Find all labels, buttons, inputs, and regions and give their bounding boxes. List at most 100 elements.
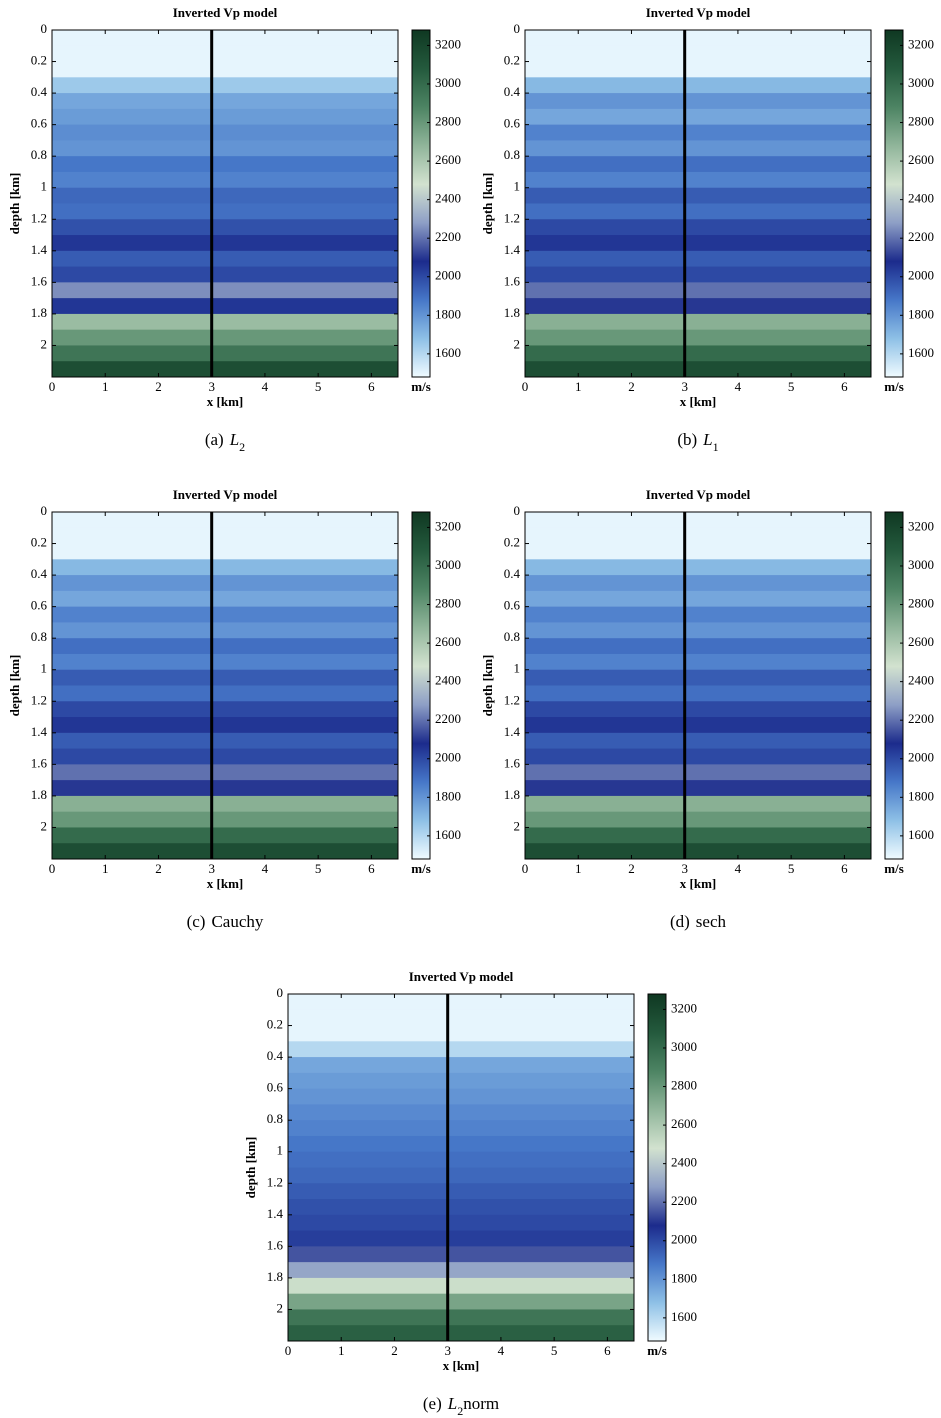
cell xyxy=(525,282,871,299)
cell xyxy=(288,994,634,1011)
x-tick-label: 5 xyxy=(788,379,795,394)
y-tick-label: 1 xyxy=(514,661,521,676)
colorbar-tick-label: 2200 xyxy=(908,711,934,726)
cell xyxy=(52,345,398,362)
cell xyxy=(52,156,398,173)
y-tick-label: 0 xyxy=(277,985,284,1000)
colorbar-tick-label: 2000 xyxy=(435,750,461,765)
cell xyxy=(525,638,871,655)
cell xyxy=(525,298,871,315)
cell xyxy=(525,701,871,718)
x-tick-label: 4 xyxy=(498,1343,505,1358)
y-tick-label: 0 xyxy=(514,503,521,518)
cell xyxy=(288,1135,634,1153)
colorbar-tick-label: 3200 xyxy=(908,36,934,51)
cell xyxy=(52,187,398,204)
cell xyxy=(52,811,398,828)
colorbar-tick-label: 1600 xyxy=(435,345,461,360)
y-axis-label: depth [km] xyxy=(480,173,495,235)
y-tick-label: 0.6 xyxy=(504,116,521,131)
plot-frame xyxy=(287,993,635,1342)
y-tick-label: 0.6 xyxy=(267,1080,284,1095)
cell xyxy=(288,1262,634,1279)
cell xyxy=(52,653,398,671)
y-tick-label: 0.2 xyxy=(504,53,520,68)
y-tick-label: 1 xyxy=(41,661,48,676)
cell xyxy=(52,298,398,315)
panel: 0 1 2 3 4 5 6 0 0.2 0.4 0.6 0.8 1 1.2 1.4 1.6 1.8 2 Invert… xyxy=(7,487,461,931)
colorbar-label: m/s xyxy=(411,861,431,876)
colorbar-tick-label: 2400 xyxy=(435,673,461,688)
cell xyxy=(52,717,398,734)
cell xyxy=(52,638,398,655)
cell xyxy=(525,219,871,236)
caption-part: L xyxy=(229,430,239,449)
colorbar xyxy=(884,29,904,378)
colorbar xyxy=(411,511,431,860)
colorbar-tick-label: 2400 xyxy=(908,673,934,688)
colorbar-tick-label: 2600 xyxy=(435,152,461,167)
cell xyxy=(288,1199,634,1216)
x-tick-label: 4 xyxy=(735,861,742,876)
y-tick-label: 0.6 xyxy=(504,598,521,613)
colorbar xyxy=(884,511,904,860)
x-tick-label: 0 xyxy=(49,861,56,876)
y-tick-label: 1.2 xyxy=(31,692,47,707)
y-tick-label: 0.8 xyxy=(504,147,520,162)
cell xyxy=(288,1072,634,1090)
cell xyxy=(52,61,398,78)
cell xyxy=(525,811,871,828)
cell xyxy=(52,45,398,63)
caption-part: L xyxy=(702,430,712,449)
cell xyxy=(52,30,398,47)
y-tick-label: 1 xyxy=(277,1143,284,1158)
cell xyxy=(288,1025,634,1042)
y-tick-label: 0.6 xyxy=(31,116,48,131)
cell xyxy=(525,685,871,702)
y-tick-label: 2 xyxy=(514,336,521,351)
y-tick-label: 0.8 xyxy=(504,629,520,644)
colorbar-tick-label: 1800 xyxy=(435,306,461,321)
caption-part: 1 xyxy=(713,440,719,454)
cell xyxy=(288,1104,634,1121)
colorbar-tick-label: 2200 xyxy=(435,229,461,244)
x-tick-label: 5 xyxy=(788,861,795,876)
caption-part: 2 xyxy=(239,440,245,454)
y-tick-label: 0 xyxy=(41,21,48,36)
y-tick-label: 1.6 xyxy=(504,273,521,288)
y-tick-label: 0.6 xyxy=(31,598,48,613)
colorbar-tick-label: 3200 xyxy=(435,518,461,533)
y-tick-label: 2 xyxy=(41,818,48,833)
x-tick-label: 1 xyxy=(102,861,109,876)
cell xyxy=(525,266,871,283)
x-axis-label: x [km] xyxy=(680,876,716,891)
colorbar-tick-label: 2000 xyxy=(908,268,934,283)
cell xyxy=(525,764,871,781)
chart-title: Inverted Vp model xyxy=(409,969,514,984)
x-tick-label: 2 xyxy=(155,861,162,876)
colorbar-tick-label: 1600 xyxy=(671,1309,697,1324)
colorbar-tick-label: 1800 xyxy=(908,788,934,803)
caption-part: L xyxy=(447,1394,457,1413)
cell xyxy=(288,1309,634,1326)
cell xyxy=(52,124,398,141)
colorbar-tick-label: 2800 xyxy=(908,114,934,129)
chart-title: Inverted Vp model xyxy=(173,5,278,20)
colorbar-tick-label: 2600 xyxy=(908,152,934,167)
y-tick-label: 1.4 xyxy=(31,242,48,257)
cell xyxy=(525,329,871,346)
y-tick-label: 0.2 xyxy=(31,53,47,68)
y-tick-label: 0.4 xyxy=(267,1048,284,1063)
cell xyxy=(288,1041,634,1058)
x-tick-label: 2 xyxy=(155,379,162,394)
y-tick-label: 1.2 xyxy=(504,210,520,225)
cell xyxy=(288,1214,634,1232)
y-tick-label: 0.2 xyxy=(31,535,47,550)
cell xyxy=(288,1183,634,1200)
caption-label: (d) xyxy=(670,912,690,931)
x-tick-label: 5 xyxy=(315,861,322,876)
caption-label: (a) xyxy=(205,430,224,449)
cell xyxy=(525,732,871,750)
